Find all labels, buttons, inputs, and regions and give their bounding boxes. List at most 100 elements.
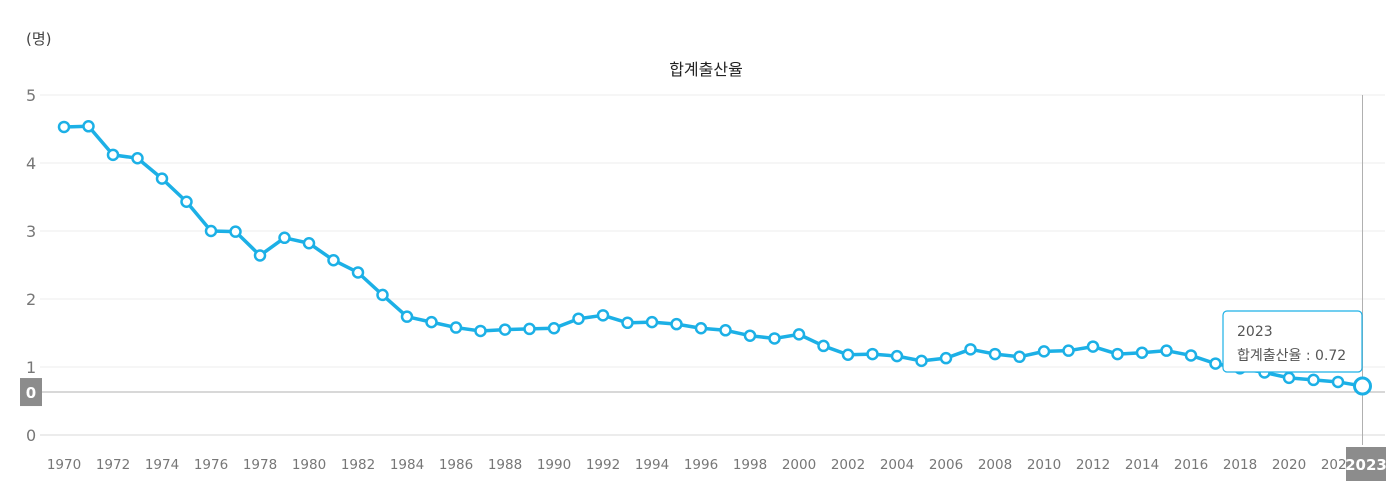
data-point[interactable] <box>278 231 291 245</box>
x-tick-label: 2012 <box>1076 457 1110 473</box>
y-tick-label: 5 <box>26 86 36 105</box>
data-point[interactable] <box>866 347 879 361</box>
data-point[interactable] <box>498 323 512 336</box>
crosshair-y-label-bg <box>20 378 42 407</box>
x-tick-label: 1974 <box>145 457 179 473</box>
x-tick-label: 1990 <box>537 457 571 473</box>
data-point[interactable] <box>1111 347 1124 361</box>
y-unit-label: (명) <box>26 30 52 48</box>
data-point[interactable] <box>1184 349 1198 362</box>
data-point[interactable] <box>890 349 904 363</box>
data-point[interactable] <box>547 321 561 335</box>
data-point[interactable] <box>449 321 463 334</box>
x-tick-label: 1988 <box>488 457 522 473</box>
data-point[interactable] <box>988 347 1002 361</box>
tooltip: 2023 합계출산율 : 0.72 <box>1222 310 1363 373</box>
x-tick-label: 1986 <box>439 457 473 473</box>
data-point[interactable] <box>1062 344 1075 357</box>
data-points[interactable] <box>57 120 1372 396</box>
data-point[interactable] <box>670 317 683 331</box>
data-point[interactable] <box>719 324 732 337</box>
data-point-highlighted[interactable] <box>1353 376 1372 396</box>
data-point[interactable] <box>155 172 169 185</box>
data-point[interactable] <box>1282 371 1296 385</box>
data-point[interactable] <box>302 236 316 250</box>
data-point[interactable] <box>817 339 830 353</box>
x-tick-label: 1998 <box>733 457 767 473</box>
x-tick-label: 1972 <box>96 457 130 473</box>
x-axis-ticks: 1970 1972 1974 1976 1978 1980 1982 1984 1986 1988… <box>47 457 1355 473</box>
data-point[interactable] <box>1307 373 1320 387</box>
data-point[interactable] <box>841 348 855 362</box>
tooltip-series-label: 합계출산율 <box>1237 348 1302 364</box>
data-point[interactable] <box>229 225 242 238</box>
data-point[interactable] <box>645 315 659 329</box>
y-tick-label: 1 <box>26 358 36 377</box>
data-point[interactable] <box>915 354 928 368</box>
tooltip-value: 0.72 <box>1315 348 1346 364</box>
data-point[interactable] <box>1013 350 1026 364</box>
data-point[interactable] <box>131 151 144 165</box>
x-tick-label: 2010 <box>1027 457 1061 473</box>
data-point[interactable] <box>180 195 193 209</box>
data-point[interactable] <box>621 316 634 330</box>
data-point[interactable] <box>82 120 95 133</box>
data-point[interactable] <box>425 315 438 329</box>
data-point[interactable] <box>57 120 71 134</box>
data-point[interactable] <box>939 351 953 365</box>
x-tick-label: 2016 <box>1174 457 1208 473</box>
y-axis-ticks: 0 1 2 3 4 5 <box>26 86 36 445</box>
data-point[interactable] <box>1135 346 1149 359</box>
x-tick-label: 1992 <box>586 457 620 473</box>
data-point[interactable] <box>204 224 218 238</box>
x-tick-label: 2004 <box>880 457 914 473</box>
data-point[interactable] <box>1037 345 1051 358</box>
data-point[interactable] <box>1086 340 1100 353</box>
data-point[interactable] <box>768 332 781 345</box>
crosshair: 0 2023 <box>20 95 1387 481</box>
x-tick-label: 1980 <box>292 457 326 473</box>
x-tick-label: 2008 <box>978 457 1012 473</box>
x-tick-label: 2020 <box>1272 457 1306 473</box>
tooltip-separator: : <box>1301 348 1315 364</box>
data-point[interactable] <box>792 328 806 341</box>
x-tick-label: 1984 <box>390 457 424 473</box>
data-point[interactable] <box>400 310 414 323</box>
tooltip-title: 2023 <box>1237 324 1273 340</box>
data-point[interactable] <box>572 312 585 325</box>
x-tick-label: 2002 <box>831 457 865 473</box>
data-point[interactable] <box>694 321 708 335</box>
y-tick-label: 0 <box>26 426 36 445</box>
chart-title: 합계출산율 <box>669 60 743 79</box>
y-tick-label: 4 <box>26 154 36 173</box>
x-tick-label: 2018 <box>1223 457 1257 473</box>
grid-lines <box>40 94 1385 436</box>
x-tick-label: 2014 <box>1125 457 1159 473</box>
data-point[interactable] <box>376 288 389 302</box>
data-point[interactable] <box>1331 375 1345 389</box>
data-point[interactable] <box>743 329 757 342</box>
x-tick-label: 1970 <box>47 457 81 473</box>
x-tick-label: 1976 <box>194 457 228 473</box>
data-point[interactable] <box>596 309 610 322</box>
x-tick-label: 1978 <box>243 457 277 473</box>
data-point[interactable] <box>1160 344 1173 357</box>
data-point[interactable] <box>474 324 487 338</box>
data-point[interactable] <box>351 266 365 279</box>
x-tick-label: 1982 <box>341 457 375 473</box>
x-tick-label: 2000 <box>782 457 816 473</box>
data-point[interactable] <box>964 343 977 356</box>
data-point[interactable] <box>106 148 120 162</box>
data-point[interactable] <box>523 322 536 336</box>
crosshair-x-label: 2023 <box>1345 456 1387 474</box>
data-point[interactable] <box>253 249 267 262</box>
data-point[interactable] <box>1209 357 1222 370</box>
x-tick-label: 1996 <box>684 457 718 473</box>
x-tick-label: 2006 <box>929 457 963 473</box>
data-point[interactable] <box>327 253 340 267</box>
y-tick-label: 2 <box>26 290 36 309</box>
y-tick-label: 3 <box>26 222 36 241</box>
x-tick-label: 1994 <box>635 457 669 473</box>
